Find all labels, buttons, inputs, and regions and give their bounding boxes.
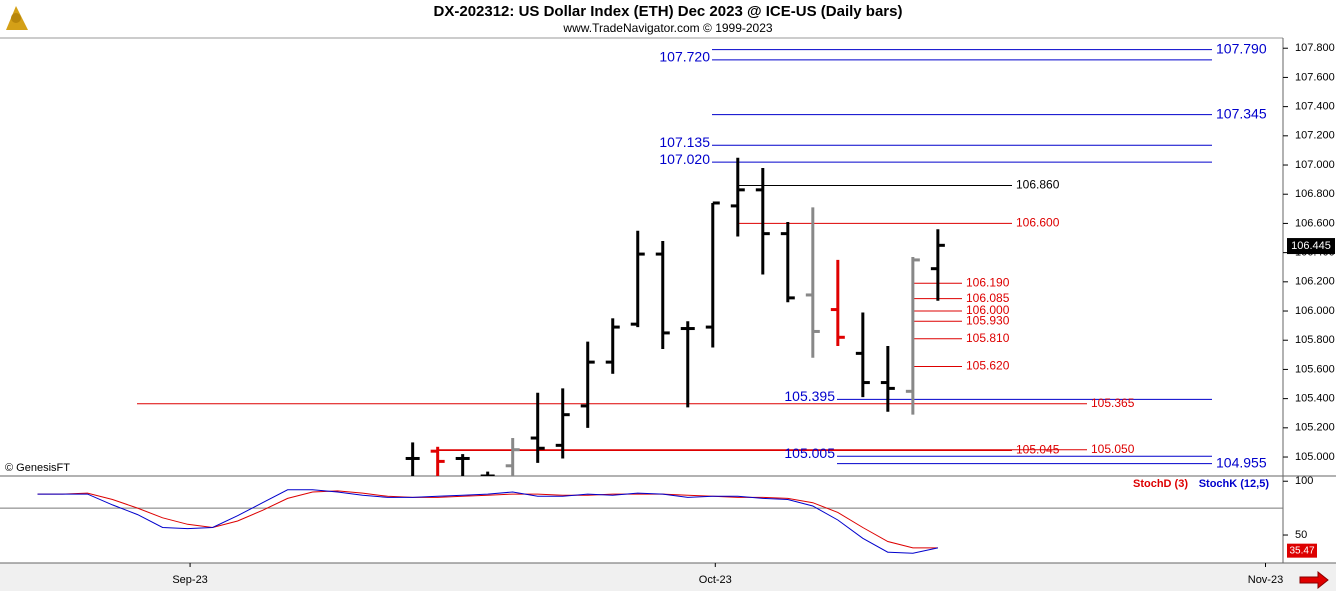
level-label: 106.190 xyxy=(966,275,1010,289)
level-label: 107.020 xyxy=(659,151,710,167)
level-label: 105.050 xyxy=(1091,442,1135,456)
date-axis xyxy=(0,563,1336,591)
y-tick-label: 107.600 xyxy=(1295,71,1335,83)
y-tick-label: 105.600 xyxy=(1295,363,1335,375)
scroll-arrow[interactable] xyxy=(1299,570,1329,590)
y-tick-label: 50 xyxy=(1295,529,1307,541)
y-tick-label: 107.000 xyxy=(1295,159,1335,171)
level-label: 107.135 xyxy=(659,134,710,150)
level-label: 106.085 xyxy=(966,291,1010,305)
level-label: 106.000 xyxy=(966,303,1010,317)
y-tick-label: 106.800 xyxy=(1295,188,1335,200)
y-tick-label: 107.800 xyxy=(1295,42,1335,54)
last-value-label: 35.47 xyxy=(1289,545,1314,556)
y-tick-label: 100 xyxy=(1295,475,1313,487)
level-label: 105.005 xyxy=(784,445,835,461)
level-label: 106.600 xyxy=(1016,216,1060,230)
level-label: 106.860 xyxy=(1016,178,1060,192)
y-tick-label: 106.000 xyxy=(1295,305,1335,317)
y-tick-label: 105.400 xyxy=(1295,393,1335,405)
copyright: © GenesisFT xyxy=(5,462,70,474)
chart-title: DX-202312: US Dollar Index (ETH) Dec 202… xyxy=(434,3,903,20)
level-label: 105.810 xyxy=(966,331,1010,345)
logo xyxy=(6,6,28,30)
y-tick-label: 105.200 xyxy=(1295,422,1335,434)
level-label: 105.365 xyxy=(1091,396,1135,410)
x-tick-label: Nov-23 xyxy=(1248,574,1283,586)
stoch-line xyxy=(37,490,938,549)
last-price-label: 106.445 xyxy=(1291,240,1331,252)
y-tick-label: 107.400 xyxy=(1295,101,1335,113)
x-tick-label: Oct-23 xyxy=(699,574,732,586)
last-value-box xyxy=(1287,543,1317,558)
y-tick-label: 106.200 xyxy=(1295,276,1335,288)
level-label: 105.395 xyxy=(784,388,835,404)
y-tick-label: 105.000 xyxy=(1295,451,1335,463)
stoch-line xyxy=(37,489,939,554)
legend-entry: StochD (3) xyxy=(1133,478,1188,490)
level-label: 105.930 xyxy=(966,313,1010,327)
subtitle: www.TradeNavigator.com © 1999-2023 xyxy=(562,21,772,35)
last-price-box xyxy=(1287,238,1335,255)
legend-entry: StochK (12,5) xyxy=(1199,478,1270,490)
x-tick-label: Sep-23 xyxy=(172,574,207,586)
level-label: 107.345 xyxy=(1216,105,1267,121)
level-label: 104.955 xyxy=(1216,454,1267,470)
level-label: 107.720 xyxy=(659,49,710,65)
level-label: 107.790 xyxy=(1216,40,1267,56)
level-label: 105.620 xyxy=(966,359,1010,373)
y-tick-label: 106.600 xyxy=(1295,217,1335,229)
bars xyxy=(405,157,945,476)
header xyxy=(0,0,1336,38)
y-tick-label: 107.200 xyxy=(1295,130,1335,142)
y-tick-label: 105.800 xyxy=(1295,334,1335,346)
